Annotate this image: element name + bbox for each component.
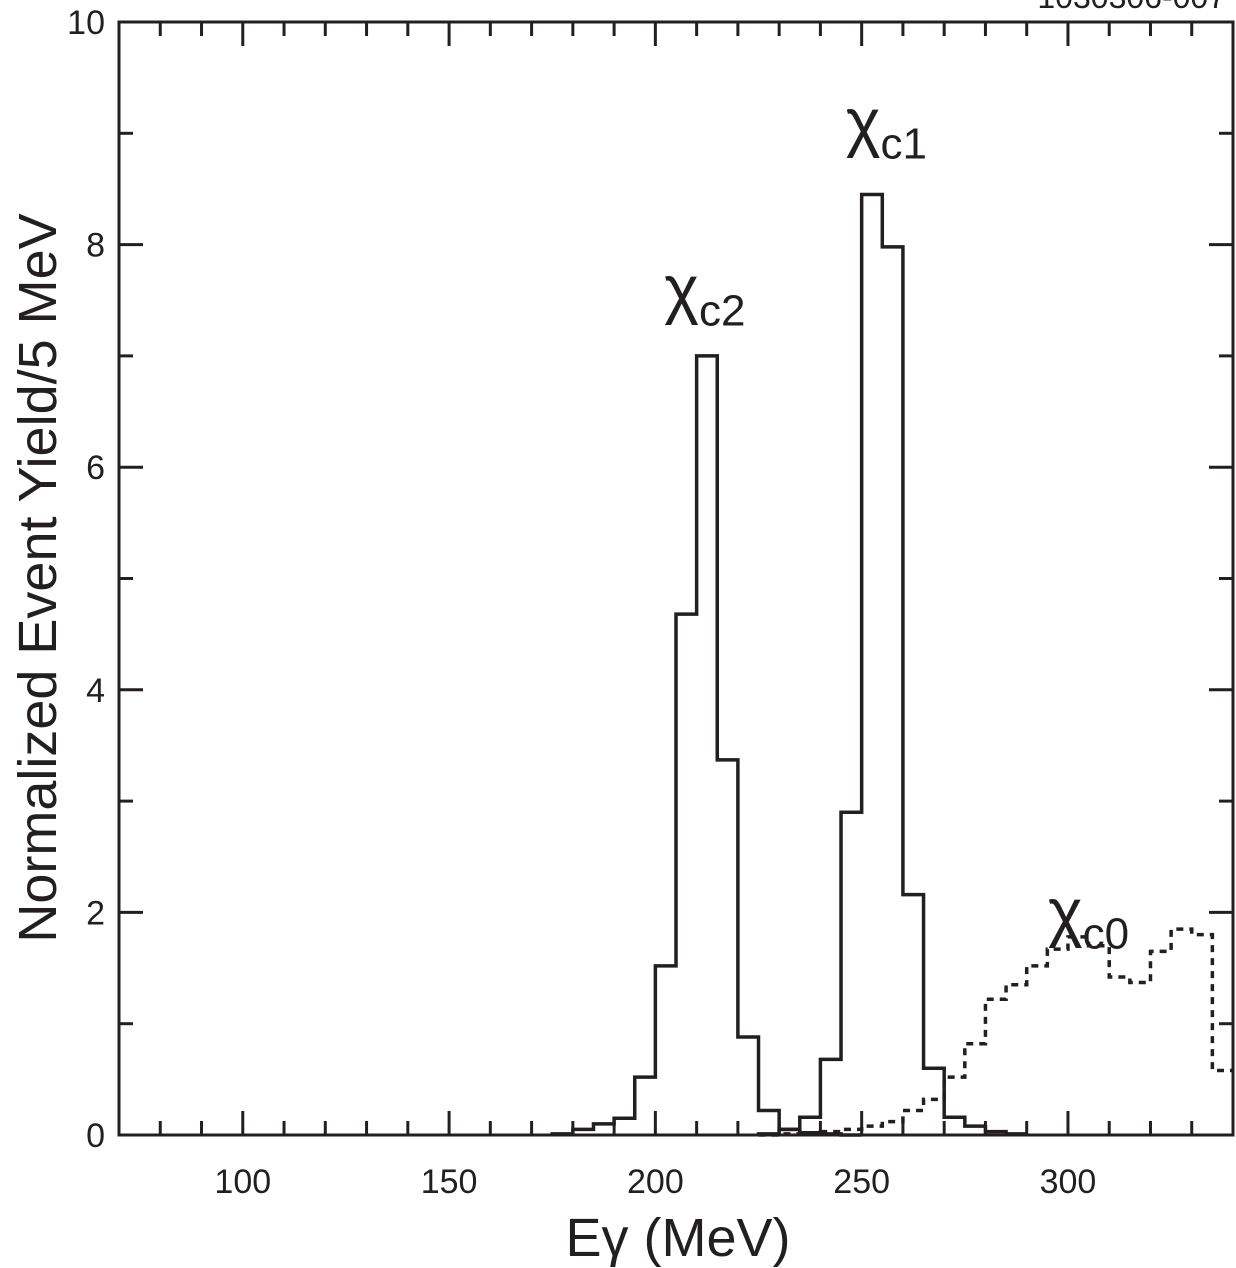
axis-ticks [119,22,1235,1135]
y-tick-label: 0 [86,1117,105,1155]
plot-frame [117,20,1235,1137]
y-axis-title: Normalized Event Yield/5 MeV [8,213,68,942]
peak-annotations: χc2 χc1 χc0 [664,84,1129,958]
y-tick-label: 4 [86,672,105,710]
x-tick-label: 200 [627,1163,684,1201]
y-tick-label: 8 [86,227,105,265]
peak-label-c0: χc0 [1048,875,1129,959]
x-tick-label: 250 [833,1163,890,1201]
plot-border [117,20,1235,1137]
series-layer [550,192,1233,1137]
peak-label-c2: χc2 [664,251,745,335]
x-tick-label: 100 [214,1163,271,1201]
x-tick-label: 150 [421,1163,478,1201]
peak-label-c1: χc1 [846,84,927,168]
histogram-c1 [756,192,1027,1136]
histogram-c2 [550,354,862,1137]
x-axis-title: Eγ (MeV) [565,1208,790,1268]
histogram-c0 [758,927,1233,1137]
y-tick-label: 6 [86,449,105,487]
y-tick-label: 2 [86,894,105,932]
tick-labels: 100 150 200 250 300 0 2 4 6 8 10 [67,4,1096,1201]
x-tick-label: 300 [1040,1163,1097,1201]
figure-id: 1030306-007 [1037,0,1226,15]
y-tick-label: 10 [67,4,105,42]
